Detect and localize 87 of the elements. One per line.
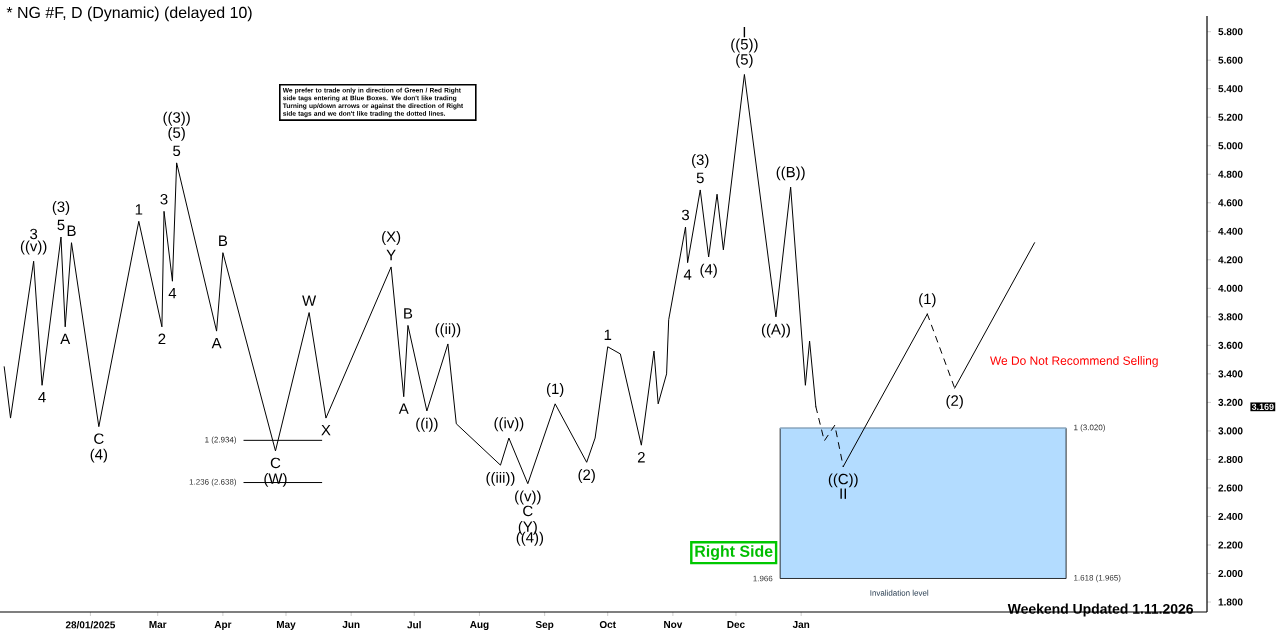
annotation: 2 [637, 451, 645, 463]
annotation: B [219, 235, 228, 246]
annotation: A [60, 333, 71, 344]
annotation: We Do Not Recommend Selling [990, 356, 1158, 368]
y-tick-label: 4.200 [1218, 256, 1243, 264]
x-tick-label: Sep [535, 621, 554, 631]
annotation: I [743, 26, 746, 38]
annotation: 3 [30, 228, 38, 240]
annotation: (4) [90, 448, 108, 463]
y-tick-label: 2.200 [1218, 541, 1243, 549]
x-tick-label: Jun [342, 621, 360, 628]
annotation: 1 [604, 329, 612, 340]
annotation: (4) [700, 263, 717, 278]
x-tick-label: Aug [470, 621, 489, 631]
annotation: ((A)) [761, 323, 790, 338]
text: 3.169 [1251, 403, 1274, 410]
annotation: 3 [681, 209, 690, 221]
annotation: (5) [168, 126, 185, 141]
annotation: A [398, 403, 409, 414]
annotation: II [840, 488, 847, 499]
y-tick-label: 5.000 [1218, 142, 1243, 150]
y-tick-label: 5.600 [1218, 56, 1243, 64]
y-tick-label: 1.800 [1218, 598, 1243, 606]
annotation: Y [386, 249, 396, 261]
y-tick-label: 3.600 [1218, 341, 1243, 349]
x-tick-label: Jul [407, 621, 421, 629]
annotation: A [211, 337, 222, 349]
annotation: (3) [52, 201, 70, 215]
annotation: (2) [578, 469, 595, 484]
annotation: 3 [160, 193, 168, 205]
y-tick-label: 3.000 [1218, 427, 1243, 435]
annotation: B [404, 308, 413, 319]
y-tick-label: 3.800 [1218, 313, 1243, 321]
x-tick-label: Apr [214, 621, 232, 630]
y-tick-label: 4.400 [1218, 227, 1243, 235]
annotation: Right Side [695, 545, 773, 561]
y-tick-label: 2.800 [1218, 455, 1243, 463]
annotation: (1) [919, 293, 936, 308]
annotation: 5 [173, 145, 181, 157]
y-tick-label: 5.800 [1218, 28, 1243, 36]
annotation: C [270, 457, 281, 469]
annotation: ((C)) [828, 473, 858, 488]
y-tick-label: 2.000 [1218, 569, 1243, 578]
y-tick-label: 2.400 [1218, 512, 1243, 520]
annotation: 5 [57, 219, 65, 231]
annotation: ((5)) [731, 38, 758, 53]
annotation: Weekend Updated 1.11.2026 [1007, 603, 1194, 617]
annotation: W [302, 295, 317, 306]
annotation: C [94, 433, 104, 445]
annotation: 4 [683, 269, 692, 280]
annotation: 1 [135, 204, 143, 215]
annotation: C [523, 505, 533, 517]
x-tick-label: May [276, 621, 296, 630]
annotation: ((i)) [416, 417, 438, 432]
y-tick-label: 3.200 [1218, 398, 1243, 406]
annotation: 5 [696, 172, 704, 184]
y-tick-label: 4.000 [1218, 284, 1243, 292]
annotation: (X) [382, 231, 401, 245]
x-tick-label: Oct [599, 621, 616, 629]
annotation: X [321, 424, 331, 436]
annotation: ((B)) [776, 166, 805, 181]
annotation: ((v)) [515, 490, 541, 505]
annotation: (3) [692, 154, 709, 168]
annotation: (1) [546, 383, 564, 398]
y-tick-label: 4.800 [1218, 170, 1243, 178]
y-tick-label: 5.200 [1218, 113, 1243, 121]
annotation: (2) [946, 394, 963, 409]
annotation: B [67, 225, 76, 236]
y-tick-label: 5.400 [1218, 85, 1243, 93]
x-tick-label: Dec [727, 621, 745, 628]
annotation: ((iv)) [494, 417, 524, 432]
x-tick-label: Mar [149, 621, 167, 628]
annotation: ((3)) [163, 111, 190, 126]
y-tick-label: 3.400 [1218, 370, 1243, 378]
y-tick-label: 2.600 [1218, 484, 1243, 492]
annotation: 2 [158, 333, 166, 345]
annotation: ((v)) [20, 240, 47, 255]
x-tick-label: Nov [664, 621, 683, 628]
annotation: 4 [168, 288, 177, 299]
x-tick-label: Jan [792, 621, 810, 628]
annotation: (5) [736, 53, 753, 68]
y-tick-label: 4.600 [1218, 199, 1243, 207]
annotation: 4 [38, 392, 46, 403]
chart-title: * NG #F, D (Dynamic) (delayed 10) [6, 6, 252, 22]
annotation: ((iii)) [486, 471, 515, 486]
annotation: ((ii)) [435, 323, 461, 338]
x-tick-label: 28/01/2025 [65, 621, 116, 629]
